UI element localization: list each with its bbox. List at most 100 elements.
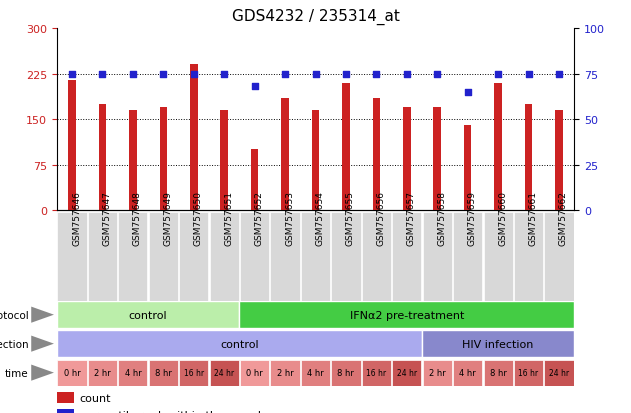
Point	[189, 71, 199, 78]
Bar	[423, 360, 452, 386]
Bar	[88, 360, 117, 386]
Text: GSM757657: GSM757657	[407, 190, 416, 245]
Text: 16 hr: 16 hr	[184, 368, 204, 377]
Bar	[179, 360, 208, 386]
Text: 2 hr: 2 hr	[94, 368, 111, 377]
Point	[463, 89, 473, 96]
FancyBboxPatch shape	[392, 212, 422, 301]
Point	[310, 71, 321, 78]
Bar	[342, 83, 350, 211]
Text: GSM757654: GSM757654	[316, 190, 324, 245]
Text: HIV infection: HIV infection	[463, 339, 534, 349]
Bar	[331, 360, 360, 386]
Bar	[403, 108, 411, 211]
Text: 24 hr: 24 hr	[549, 368, 569, 377]
Point	[432, 71, 442, 78]
Text: count: count	[80, 393, 111, 403]
Bar	[149, 360, 178, 386]
Text: protocol: protocol	[0, 310, 28, 320]
Text: 4 hr: 4 hr	[459, 368, 476, 377]
FancyBboxPatch shape	[179, 212, 208, 301]
FancyBboxPatch shape	[240, 212, 269, 301]
Point	[158, 71, 168, 78]
FancyBboxPatch shape	[57, 212, 86, 301]
Text: GSM757647: GSM757647	[102, 190, 112, 245]
Text: 4 hr: 4 hr	[307, 368, 324, 377]
Point	[250, 84, 260, 90]
Text: GSM757651: GSM757651	[224, 190, 233, 245]
Bar	[453, 360, 482, 386]
Bar	[422, 330, 574, 357]
Bar	[464, 126, 471, 211]
Bar	[68, 81, 76, 211]
FancyBboxPatch shape	[545, 212, 574, 301]
Bar	[57, 330, 422, 357]
Bar	[209, 360, 239, 386]
FancyBboxPatch shape	[514, 212, 543, 301]
Text: 16 hr: 16 hr	[519, 368, 539, 377]
Bar	[160, 108, 167, 211]
Bar	[129, 111, 137, 211]
Text: 24 hr: 24 hr	[397, 368, 417, 377]
FancyBboxPatch shape	[483, 212, 513, 301]
Bar	[57, 360, 86, 386]
Bar	[271, 360, 300, 386]
Text: 16 hr: 16 hr	[367, 368, 386, 377]
Text: 2 hr: 2 hr	[429, 368, 445, 377]
Text: control: control	[220, 339, 259, 349]
Bar	[525, 104, 533, 211]
Polygon shape	[32, 307, 54, 323]
Point	[97, 71, 107, 78]
Point	[341, 71, 351, 78]
Polygon shape	[32, 365, 54, 381]
Text: 0 hr: 0 hr	[64, 368, 80, 377]
Text: GSM757662: GSM757662	[559, 190, 568, 245]
Text: GSM757653: GSM757653	[285, 190, 294, 245]
Text: time: time	[5, 368, 28, 378]
Text: GSM757656: GSM757656	[376, 190, 386, 245]
Point	[493, 71, 503, 78]
Point	[67, 71, 77, 78]
Bar	[392, 360, 422, 386]
Bar	[57, 409, 74, 413]
Bar	[312, 111, 319, 211]
Bar	[240, 360, 269, 386]
Bar	[281, 99, 289, 211]
Bar	[362, 360, 391, 386]
Text: control: control	[129, 310, 167, 320]
FancyBboxPatch shape	[453, 212, 482, 301]
Text: GSM757661: GSM757661	[529, 190, 538, 245]
Point	[371, 71, 381, 78]
FancyBboxPatch shape	[209, 212, 239, 301]
Text: GSM757648: GSM757648	[133, 190, 142, 245]
Text: GSM757655: GSM757655	[346, 190, 355, 245]
Text: 8 hr: 8 hr	[490, 368, 507, 377]
Text: 8 hr: 8 hr	[155, 368, 172, 377]
Text: 24 hr: 24 hr	[214, 368, 234, 377]
Text: GSM757658: GSM757658	[437, 190, 446, 245]
Text: GSM757659: GSM757659	[468, 190, 476, 245]
Bar	[433, 108, 441, 211]
Bar	[545, 360, 574, 386]
FancyBboxPatch shape	[331, 212, 360, 301]
Bar	[57, 392, 74, 403]
Point	[524, 71, 534, 78]
Text: percentile rank within the sample: percentile rank within the sample	[80, 410, 268, 413]
FancyBboxPatch shape	[301, 212, 330, 301]
Bar	[555, 111, 563, 211]
Bar	[514, 360, 543, 386]
Point	[280, 71, 290, 78]
Text: GSM757652: GSM757652	[255, 190, 264, 245]
FancyBboxPatch shape	[423, 212, 452, 301]
Bar	[190, 65, 198, 211]
Bar	[57, 301, 239, 328]
Point	[128, 71, 138, 78]
Text: IFNα2 pre-treatment: IFNα2 pre-treatment	[350, 310, 464, 320]
Text: GDS4232 / 235314_at: GDS4232 / 235314_at	[232, 9, 399, 25]
Text: GSM757646: GSM757646	[72, 190, 81, 245]
Text: infection: infection	[0, 339, 28, 349]
FancyBboxPatch shape	[271, 212, 300, 301]
Text: 2 hr: 2 hr	[276, 368, 293, 377]
Bar	[494, 83, 502, 211]
Bar	[372, 99, 380, 211]
